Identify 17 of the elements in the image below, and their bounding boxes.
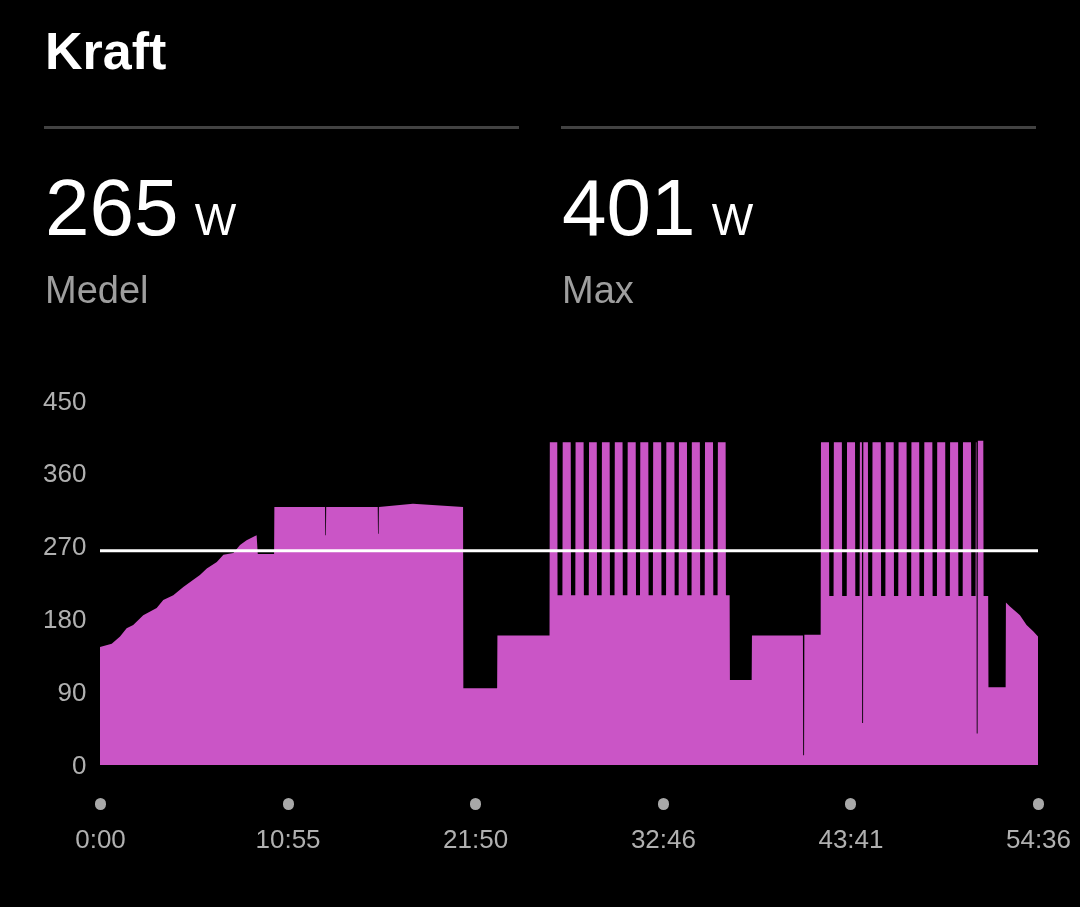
x-tick-label: 10:55 [255,823,321,854]
y-tick-label: 450 [43,385,87,416]
x-tick-label: 54:36 [1005,823,1072,854]
text: Medel [45,269,149,311]
y-tick-label: 270 [43,531,87,562]
y-tick-label: 360 [43,458,87,489]
text: 265 W [45,163,237,252]
x-tick-label: 21:50 [443,823,509,854]
y-tick-label: 0 [72,749,87,780]
x-tick-label: 32:46 [630,823,696,854]
x-tick-label: 43:41 [818,823,884,854]
text: Max [562,269,634,311]
y-tick-label: 180 [43,603,87,634]
y-tick-label: 90 [57,676,87,707]
x-tick-label: 0:00 [75,823,126,854]
text: 401 W [562,163,754,252]
chart-title: Kraft [45,22,167,80]
